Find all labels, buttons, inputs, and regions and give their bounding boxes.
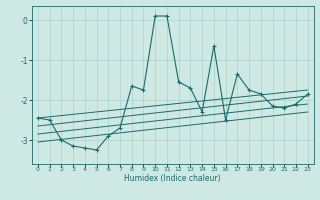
X-axis label: Humidex (Indice chaleur): Humidex (Indice chaleur) — [124, 174, 221, 183]
